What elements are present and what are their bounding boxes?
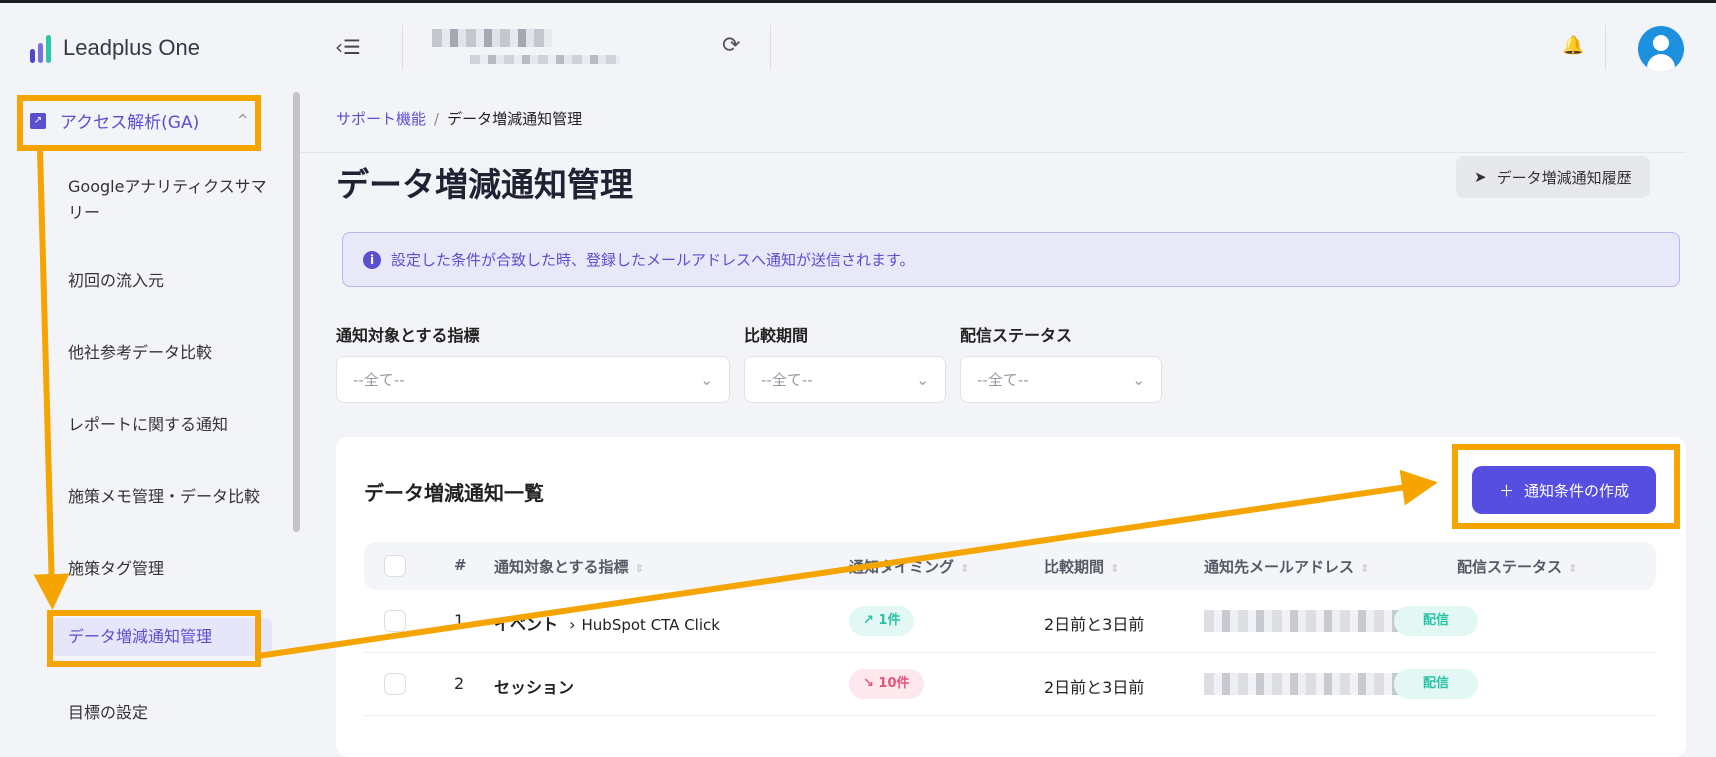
logo[interactable]: Leadplus One <box>30 33 200 63</box>
chevron-up-icon[interactable]: ^ <box>237 113 249 128</box>
sidebar-group-label: アクセス解析(GA) <box>60 113 200 133</box>
account-url-redacted <box>470 55 620 64</box>
page-gutter <box>1686 90 1716 731</box>
sidebar-item-first-source[interactable]: 初回の流入元 <box>68 271 165 290</box>
sort-icon: ⇕ <box>1110 562 1120 575</box>
chevron-down-icon: ⌄ <box>916 370 929 389</box>
send-icon: ➤ <box>1474 168 1487 186</box>
row-checkbox[interactable] <box>384 610 406 632</box>
period-select[interactable]: --全て-- ⌄ <box>744 356 946 403</box>
row-metric: イベント › HubSpot CTA Click <box>494 615 720 634</box>
select-all-checkbox[interactable] <box>384 555 406 577</box>
select-value: --全て-- <box>353 371 405 389</box>
sort-icon: ⇕ <box>1568 562 1578 575</box>
divider <box>1605 25 1606 70</box>
brand-name: Leadplus One <box>63 35 200 60</box>
row-period: 2日前と3日前 <box>1044 615 1145 634</box>
col-number: # <box>454 556 467 574</box>
filter-label-status: 配信ステータス <box>960 326 1073 345</box>
table-header: # 通知対象とする指標 ⇕ 通知タイミング ⇕ 比較期間 ⇕ 通知先メールアドレス ⇕ … <box>364 542 1656 590</box>
col-period[interactable]: 比較期間 ⇕ <box>1044 558 1120 576</box>
sidebar-scrollbar[interactable] <box>293 92 300 532</box>
plus-icon: ＋ <box>1498 481 1514 500</box>
sidebar-item-report-notify[interactable]: レポートに関する通知 <box>68 415 229 434</box>
select-value: --全て-- <box>977 371 1029 389</box>
breadcrumb-current: データ増減通知管理 <box>447 110 583 128</box>
history-button-label: データ増減通知履歴 <box>1496 168 1632 187</box>
bell-icon[interactable]: 🔔 <box>1562 35 1585 56</box>
status-select[interactable]: --全て-- ⌄ <box>960 356 1162 403</box>
sidebar-item-tags[interactable]: 施策タグ管理 <box>68 559 165 578</box>
timing-badge: ↘ 10件 <box>849 669 924 699</box>
chart-icon: ↗ <box>30 112 46 129</box>
sort-icon: ⇕ <box>960 562 970 575</box>
row-number: 1 <box>454 611 465 630</box>
create-condition-button[interactable]: ＋ 通知条件の作成 <box>1472 466 1656 514</box>
col-status[interactable]: 配信ステータス ⇕ <box>1457 558 1578 576</box>
metric-select[interactable]: --全て-- ⌄ <box>336 356 730 403</box>
email-redacted <box>1204 673 1444 695</box>
sort-icon: ⇕ <box>634 562 644 575</box>
filter-label-metric: 通知対象とする指標 <box>336 326 480 345</box>
sidebar-item-benchmark[interactable]: 他社参考データ比較 <box>68 343 213 362</box>
sidebar-item-data-notify[interactable]: データ増減通知管理 <box>52 618 272 656</box>
sidebar-group-ga[interactable]: ↗ アクセス解析(GA) ^ <box>30 108 248 133</box>
info-text: 設定した条件が合致した時、登録したメールアドレスへ通知が送信されます。 <box>391 251 915 269</box>
table-row[interactable]: 1 イベント › HubSpot CTA Click ↗ 1件 2日前と3日前 配… <box>364 590 1656 653</box>
account-name-redacted <box>432 29 552 47</box>
status-badge: 配信 <box>1394 606 1478 636</box>
filter-label-period: 比較期間 <box>744 326 809 345</box>
sort-icon: ⇕ <box>1360 562 1370 575</box>
top-header: Leadplus One ‹☰ ⟳ 🔔 <box>0 3 1716 90</box>
menu-collapse-icon[interactable]: ‹☰ <box>335 35 361 59</box>
create-button-label: 通知条件の作成 <box>1524 481 1630 500</box>
sidebar-item-ga-summary[interactable]: Googleアナリティクスサマリー <box>68 177 267 222</box>
status-badge: 配信 <box>1394 669 1478 699</box>
table-row[interactable]: 2 セッション ↘ 10件 2日前と3日前 配信 <box>364 653 1656 716</box>
divider <box>402 25 403 70</box>
notification-list-card: データ増減通知一覧 ＋ 通知条件の作成 # 通知対象とする指標 ⇕ 通知タイミング ⇕… <box>336 437 1686 757</box>
logo-mark-icon <box>30 33 51 63</box>
email-redacted <box>1204 610 1404 632</box>
user-avatar-icon[interactable] <box>1638 26 1684 72</box>
divider <box>300 152 1716 153</box>
info-icon: i <box>363 250 381 269</box>
chevron-down-icon: ⌄ <box>1132 370 1145 389</box>
sidebar-item-goals[interactable]: 目標の設定 <box>68 703 149 722</box>
col-email[interactable]: 通知先メールアドレス ⇕ <box>1204 558 1370 576</box>
col-metric[interactable]: 通知対象とする指標 ⇕ <box>494 558 644 576</box>
row-number: 2 <box>454 674 465 693</box>
page-title: データ増減通知管理 <box>336 165 633 204</box>
sidebar-item-memo[interactable]: 施策メモ管理・データ比較 <box>68 487 261 506</box>
breadcrumb-parent[interactable]: サポート機能 <box>336 110 427 128</box>
sync-icon[interactable]: ⟳ <box>722 33 741 58</box>
breadcrumb: サポート機能 / データ増減通知管理 <box>336 108 582 129</box>
row-checkbox[interactable] <box>384 673 406 695</box>
row-metric: セッション <box>494 678 575 697</box>
info-banner: i 設定した条件が合致した時、登録したメールアドレスへ通知が送信されます。 <box>342 232 1680 287</box>
row-period: 2日前と3日前 <box>1044 678 1145 697</box>
history-button[interactable]: ➤ データ増減通知履歴 <box>1456 156 1650 198</box>
window-border <box>0 0 1716 3</box>
select-value: --全て-- <box>761 371 813 389</box>
divider <box>770 25 771 70</box>
sidebar: ↗ アクセス解析(GA) ^ Googleアナリティクスサマリー 初回の流入元 … <box>0 90 300 731</box>
card-title: データ増減通知一覧 <box>364 481 544 505</box>
chevron-down-icon: ⌄ <box>700 370 713 389</box>
timing-badge: ↗ 1件 <box>849 606 915 636</box>
breadcrumb-separator: / <box>434 110 440 128</box>
col-timing[interactable]: 通知タイミング ⇕ <box>849 558 970 576</box>
